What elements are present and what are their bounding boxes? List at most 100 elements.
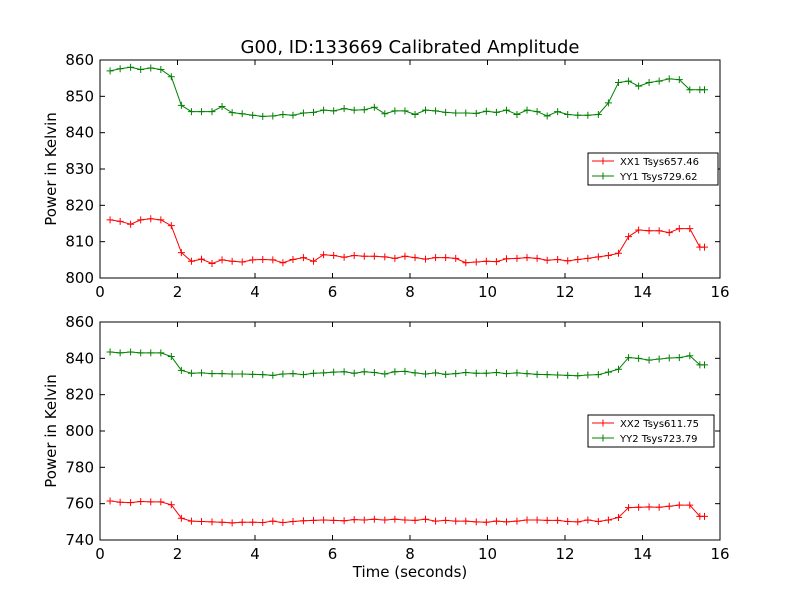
data-point <box>584 254 592 262</box>
data-point <box>554 371 562 379</box>
data-point <box>701 243 708 251</box>
chart-title: G00, ID:133669 Calibrated Amplitude <box>241 37 580 58</box>
data-point <box>701 361 708 369</box>
data-point <box>360 516 368 524</box>
data-point <box>340 253 348 261</box>
data-point <box>360 252 368 260</box>
data-point <box>675 76 683 84</box>
data-point <box>533 516 541 524</box>
data-point <box>422 255 429 263</box>
data-point <box>157 216 165 224</box>
data-point <box>340 105 348 113</box>
data-point <box>554 516 562 524</box>
data-point <box>645 227 653 235</box>
data-point <box>106 216 114 224</box>
data-point <box>137 349 145 357</box>
data-point <box>147 64 155 72</box>
data-point <box>462 109 470 117</box>
data-point <box>554 255 562 263</box>
data-point <box>340 517 348 525</box>
data-point <box>187 257 195 265</box>
data-point <box>665 502 673 510</box>
data-point <box>482 107 490 115</box>
data-point <box>157 65 165 73</box>
data-point <box>381 253 389 261</box>
data-point <box>381 110 389 118</box>
data-point <box>299 517 307 525</box>
y-tick-label: 800 <box>65 269 94 287</box>
data-point <box>370 103 378 111</box>
data-point <box>502 370 510 378</box>
data-point <box>320 106 328 114</box>
data-point <box>462 369 470 377</box>
legend: XX2 Tsys611.75 YY2 Tsys723.79 <box>587 414 715 448</box>
data-point <box>137 65 145 73</box>
data-point <box>249 370 257 378</box>
y-tick-label: 820 <box>65 196 94 214</box>
data-point <box>249 111 257 119</box>
data-point <box>208 259 216 267</box>
data-point <box>259 255 267 263</box>
y-tick-label: 780 <box>65 458 94 476</box>
data-point <box>228 257 236 265</box>
data-point <box>655 227 663 235</box>
data-point <box>269 517 277 525</box>
data-point <box>238 258 246 266</box>
data-point <box>594 517 602 525</box>
x-tick-label: 12 <box>555 545 574 563</box>
data-point <box>432 254 440 262</box>
x-tick-label: 8 <box>405 545 415 563</box>
data-point <box>401 107 409 115</box>
data-point <box>472 369 480 377</box>
data-point <box>310 369 318 377</box>
data-point <box>574 111 582 119</box>
data-point <box>127 63 135 71</box>
data-point <box>279 259 287 267</box>
data-point <box>442 516 450 524</box>
data-point <box>523 370 531 378</box>
x-tick-label: 14 <box>633 283 652 301</box>
data-point <box>238 518 246 526</box>
data-point <box>554 108 562 116</box>
data-point <box>564 517 572 525</box>
data-point <box>492 108 500 116</box>
data-point <box>472 518 480 526</box>
data-point <box>635 354 643 362</box>
data-point <box>594 111 602 118</box>
data-point <box>462 259 470 267</box>
data-point <box>127 220 135 228</box>
y-tick-label: 840 <box>65 124 94 142</box>
y-tick-label: 760 <box>65 495 94 513</box>
data-point <box>320 516 328 524</box>
data-point <box>208 370 216 378</box>
data-point <box>106 497 114 505</box>
data-point <box>187 108 195 116</box>
data-point <box>675 225 683 233</box>
data-point <box>330 251 338 259</box>
data-point <box>218 370 226 378</box>
data-point <box>513 111 521 118</box>
data-point <box>370 252 378 260</box>
data-point <box>218 256 226 264</box>
data-point <box>701 86 708 94</box>
x-tick-label: 6 <box>328 283 338 301</box>
legend-marker <box>599 419 607 427</box>
data-point <box>604 99 612 107</box>
data-point <box>513 517 521 525</box>
data-point <box>675 354 683 362</box>
data-point <box>269 112 277 120</box>
data-point <box>198 369 206 377</box>
plots-group: 0 2 4 6 8 10 12 14 16800810820830840850860Power … <box>42 51 730 581</box>
data-point <box>137 216 145 224</box>
data-point <box>238 370 246 378</box>
data-point <box>513 369 521 377</box>
data-point <box>350 369 358 377</box>
data-point <box>584 111 592 119</box>
data-point <box>625 504 633 512</box>
data-point <box>249 518 257 526</box>
x-tick-label: 0 <box>95 545 105 563</box>
data-point <box>665 354 673 362</box>
data-point <box>574 518 582 526</box>
